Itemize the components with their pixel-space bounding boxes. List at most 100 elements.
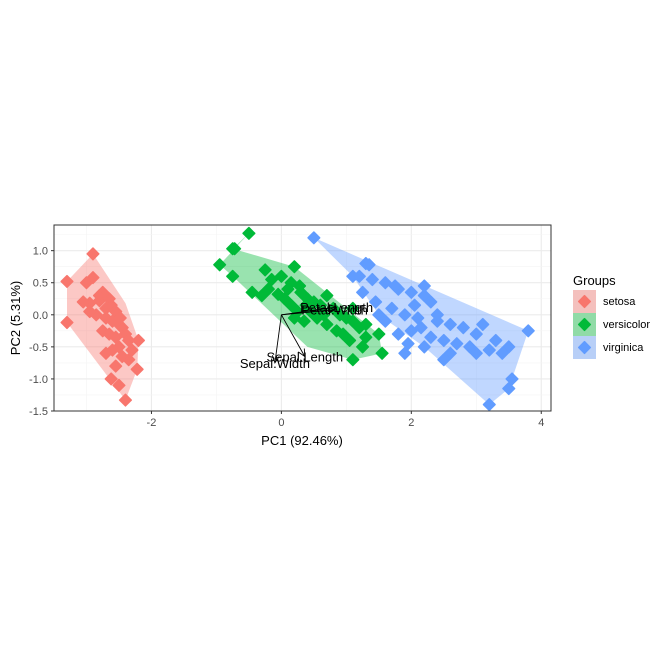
point-setosa — [113, 311, 127, 325]
point-versicolor — [346, 353, 360, 367]
point-setosa — [109, 359, 123, 373]
point-versicolor — [226, 269, 240, 283]
point-virginica — [482, 343, 496, 357]
point-versicolor — [274, 269, 288, 283]
point-virginica — [495, 346, 509, 360]
point-setosa — [102, 292, 116, 306]
point-versicolor — [339, 311, 353, 325]
legend-label-versicolor: versicolor — [603, 319, 650, 331]
point-virginica — [378, 314, 392, 328]
point-versicolor — [317, 308, 331, 322]
legend-title: Groups — [573, 273, 616, 288]
point-versicolor — [375, 346, 389, 360]
point-virginica — [482, 398, 496, 412]
point-virginica — [414, 321, 428, 335]
axis-ticks: -2 0 2 4 -1.5 -1.0 -0.5 0.0 0.5 1.0 — [29, 246, 544, 429]
point-virginica — [417, 289, 431, 303]
point-virginica — [307, 231, 321, 245]
point-virginica — [463, 340, 477, 354]
point-virginica — [456, 321, 470, 335]
plot-border — [53, 224, 552, 412]
point-setosa — [125, 343, 139, 357]
point-setosa — [86, 271, 100, 285]
point-virginica — [411, 311, 425, 325]
point-versicolor — [356, 340, 370, 354]
loading-label: Sepal.Length — [266, 349, 343, 364]
point-versicolor — [265, 272, 279, 287]
point-setosa — [92, 289, 107, 303]
point-versicolor — [307, 295, 321, 309]
point-setosa — [96, 324, 110, 338]
loading-arrow — [280, 314, 306, 357]
loading-arrows: Petal.LengthPetal.WidthSepal.LengthSepal… — [240, 300, 373, 371]
point-virginica — [356, 285, 370, 299]
point-versicolor — [287, 260, 301, 274]
loading-arrow — [281, 309, 335, 316]
point-virginica — [365, 272, 379, 287]
point-virginica — [505, 372, 519, 386]
loading-label: Petal.Width — [301, 303, 367, 318]
point-versicolor — [242, 226, 256, 240]
y-tick-label: -1.5 — [29, 406, 48, 418]
point-versicolor — [372, 327, 386, 341]
legend-label-setosa: setosa — [603, 296, 636, 308]
point-setosa — [122, 333, 136, 347]
point-virginica — [489, 333, 503, 347]
y-axis-title: PC2 (5.31%) — [8, 281, 23, 355]
point-virginica — [424, 295, 438, 309]
y-tick-label: -1.0 — [29, 374, 48, 386]
point-versicolor — [336, 327, 350, 341]
point-setosa — [86, 247, 100, 261]
y-tick-label: 1.0 — [33, 246, 48, 258]
point-setosa — [112, 378, 126, 392]
point-versicolor — [359, 317, 373, 331]
point-setosa — [83, 305, 97, 319]
point-virginica — [362, 258, 376, 272]
point-versicolor — [281, 282, 295, 296]
point-setosa — [99, 346, 113, 360]
point-versicolor — [346, 314, 360, 328]
point-virginica — [401, 337, 415, 351]
point-virginica — [476, 317, 490, 331]
point-setosa — [60, 274, 74, 288]
point-virginica — [437, 353, 451, 367]
point-versicolor — [293, 279, 307, 293]
point-virginica — [385, 301, 399, 315]
point-setosa — [76, 295, 90, 309]
point-versicolor — [359, 330, 373, 344]
point-virginica — [502, 340, 516, 354]
x-tick-label: 4 — [538, 417, 544, 429]
point-versicolor — [245, 285, 259, 299]
point-virginica — [352, 269, 366, 283]
point-setosa — [118, 393, 133, 407]
point-versicolor — [297, 314, 311, 328]
point-virginica — [388, 279, 402, 293]
point-virginica — [398, 346, 412, 360]
x-tick-label: 2 — [408, 417, 414, 429]
point-versicolor — [326, 301, 340, 315]
point-virginica — [404, 324, 418, 338]
point-setosa — [131, 333, 146, 347]
point-virginica — [417, 340, 431, 354]
point-versicolor — [258, 263, 272, 277]
point-virginica — [437, 333, 451, 347]
point-setosa — [104, 372, 118, 386]
y-tick-label: 0.0 — [33, 310, 48, 322]
x-tick-label: 0 — [278, 417, 284, 429]
point-versicolor — [346, 301, 360, 315]
point-virginica — [424, 330, 438, 344]
point-versicolor — [255, 289, 269, 303]
legend: Groups setosa versicolor virginica — [573, 273, 650, 359]
loading-arrow-head — [326, 306, 336, 315]
point-virginica — [372, 308, 386, 322]
point-virginica — [369, 295, 383, 309]
y-tick-label: -0.5 — [29, 342, 48, 354]
point-virginica — [404, 285, 418, 299]
x-tick-label: -2 — [147, 417, 157, 429]
point-setosa — [109, 330, 123, 344]
point-setosa — [122, 353, 136, 367]
point-setosa — [115, 349, 129, 364]
point-versicolor — [284, 298, 298, 312]
y-tick-label: 0.5 — [33, 278, 48, 290]
